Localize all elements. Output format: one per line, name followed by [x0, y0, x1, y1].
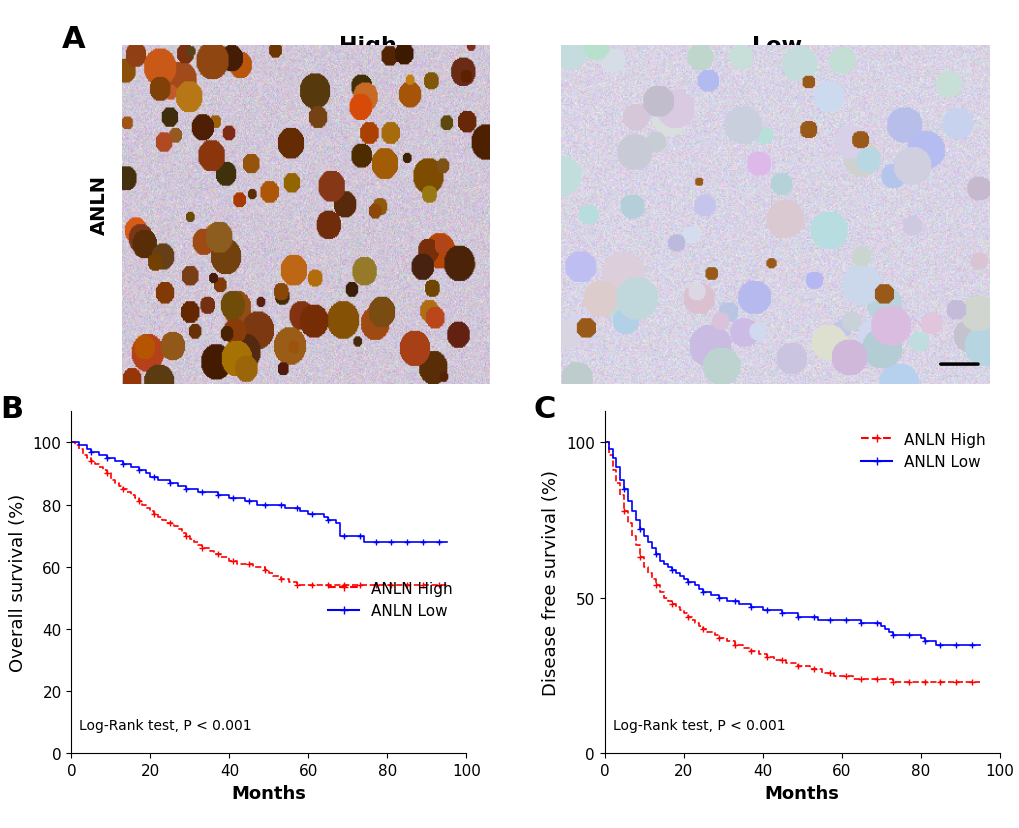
X-axis label: Months: Months: [231, 784, 306, 802]
Y-axis label: Overall survival (%): Overall survival (%): [9, 493, 28, 672]
Text: A: A: [62, 25, 86, 54]
Text: C: C: [533, 395, 555, 424]
Y-axis label: Disease free survival (%): Disease free survival (%): [542, 469, 559, 696]
Text: ANLN: ANLN: [90, 175, 109, 234]
Text: B: B: [0, 395, 23, 424]
Text: Log-Rank test, P < 0.001: Log-Rank test, P < 0.001: [79, 718, 252, 732]
Legend: ANLN High, ANLN Low: ANLN High, ANLN Low: [855, 426, 991, 476]
Text: High: High: [339, 36, 397, 55]
Text: Low: Low: [751, 36, 801, 55]
X-axis label: Months: Months: [764, 784, 839, 802]
Legend: ANLN High, ANLN Low: ANLN High, ANLN Low: [322, 575, 459, 624]
Text: Log-Rank test, P < 0.001: Log-Rank test, P < 0.001: [612, 718, 785, 732]
